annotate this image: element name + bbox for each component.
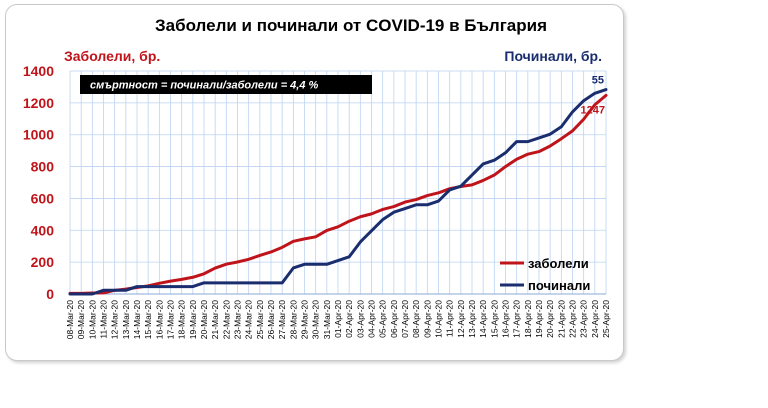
x-tick-label: 14-Apr-20	[478, 300, 488, 338]
x-tick-label: 18-Apr-20	[523, 300, 533, 338]
x-tick-label: 28-Mar-20	[288, 300, 298, 339]
x-tick-label: 25-Mar-20	[255, 300, 265, 339]
gridlines	[69, 70, 607, 295]
x-tick-label: 22-Mar-20	[221, 300, 231, 339]
x-tick-label: 20-Apr-20	[545, 300, 555, 338]
x-tick-label: 23-Mar-20	[233, 300, 243, 339]
end-label-заболели: 1247	[581, 104, 605, 116]
x-tick-label: 18-Mar-20	[177, 300, 187, 339]
chart-title: Заболели и починали от COVID-19 в Българ…	[155, 16, 547, 35]
x-tick-label: 12-Mar-20	[110, 300, 120, 339]
y-left-axis-title: Заболели, бр.	[64, 48, 160, 64]
y-left-tick-label: 800	[31, 159, 55, 175]
x-tick-label: 03-Apr-20	[355, 300, 365, 338]
x-tick-label: 14-Mar-20	[132, 300, 142, 339]
x-tick-label: 09-Mar-20	[76, 300, 86, 339]
y-left-tick-label: 1000	[23, 127, 54, 143]
end-label-починали: 55	[592, 75, 604, 87]
x-tick-label: 19-Apr-20	[534, 300, 544, 338]
x-tick-label: 01-Apr-20	[333, 300, 343, 338]
y-left-ticks: 0 200 400 600 800 1000 1200 1400	[23, 63, 54, 302]
x-tick-label: 25-Apr-20	[601, 300, 611, 338]
x-tick-label: 13-Apr-20	[467, 300, 477, 338]
x-tick-label: 09-Apr-20	[422, 300, 432, 338]
x-tick-label: 16-Apr-20	[501, 300, 511, 338]
x-tick-label: 12-Apr-20	[456, 300, 466, 338]
x-tick-label: 29-Mar-20	[300, 300, 310, 339]
x-tick-label: 21-Mar-20	[210, 300, 220, 339]
y-left-tick-label: 400	[31, 222, 55, 238]
x-tick-label: 13-Mar-20	[121, 300, 131, 339]
x-tick-label: 30-Mar-20	[311, 300, 321, 339]
series-line-починали	[68, 88, 608, 296]
x-tick-label: 27-Mar-20	[277, 300, 287, 339]
x-tick-label: 07-Apr-20	[400, 300, 410, 338]
x-tick-label: 20-Mar-20	[199, 300, 209, 339]
x-tick-label: 10-Mar-20	[87, 300, 97, 339]
x-tick-label: 17-Mar-20	[166, 300, 176, 339]
x-tick-label: 23-Apr-20	[579, 300, 589, 338]
x-tick-label: 11-Mar-20	[99, 300, 109, 339]
x-tick-label: 06-Apr-20	[389, 300, 399, 338]
series-line-заболели	[68, 93, 608, 295]
x-tick-label: 24-Mar-20	[244, 300, 254, 339]
x-tick-label: 16-Mar-20	[154, 300, 164, 339]
x-tick-label: 11-Apr-20	[445, 300, 455, 337]
y-left-tick-label: 1400	[23, 63, 54, 79]
y-left-tick-label: 600	[31, 190, 55, 206]
mortality-note: смъртност = починали/заболели = 4,4 %	[80, 75, 372, 94]
x-tick-label: 19-Mar-20	[188, 300, 198, 339]
end-labels: 1247 55	[581, 75, 605, 117]
x-tick-label: 31-Mar-20	[322, 300, 332, 339]
chart: Заболели и починали от COVID-19 в Българ…	[23, 16, 611, 339]
y-left-tick-label: 200	[31, 254, 55, 270]
y-right-axis-title: Починали, бр.	[504, 48, 602, 64]
x-tick-label: 08-Apr-20	[411, 300, 421, 338]
x-tick-label: 22-Apr-20	[568, 300, 578, 338]
series-lines	[68, 88, 608, 296]
y-left-tick-label: 1200	[23, 95, 54, 111]
x-tick-label: 02-Apr-20	[344, 300, 354, 338]
legend-label-починали: починали	[528, 278, 590, 293]
y-left-tick-label: 0	[46, 286, 54, 302]
x-ticks: 08-Mar-20 09-Mar-20 10-Mar-20 11-Mar-20 12-M…	[65, 300, 611, 339]
chart-frame: Заболели и починали от COVID-19 в Българ…	[5, 4, 624, 361]
x-tick-label: 10-Apr-20	[434, 300, 444, 338]
x-tick-label: 26-Mar-20	[266, 300, 276, 339]
legend-label-заболели: заболели	[528, 256, 589, 271]
x-tick-label: 15-Apr-20	[489, 300, 499, 338]
x-tick-label: 21-Apr-20	[556, 300, 566, 338]
mortality-note-text: смъртност = починали/заболели = 4,4 %	[90, 80, 319, 92]
x-tick-label: 15-Mar-20	[143, 300, 153, 339]
mortality-note-box	[80, 75, 372, 94]
x-tick-label: 04-Apr-20	[367, 300, 377, 338]
x-tick-label: 05-Apr-20	[378, 300, 388, 338]
x-tick-label: 08-Mar-20	[65, 300, 75, 339]
x-tick-label: 24-Apr-20	[590, 300, 600, 338]
legend: заболели починали	[500, 256, 590, 293]
x-tick-label: 17-Apr-20	[512, 300, 522, 338]
